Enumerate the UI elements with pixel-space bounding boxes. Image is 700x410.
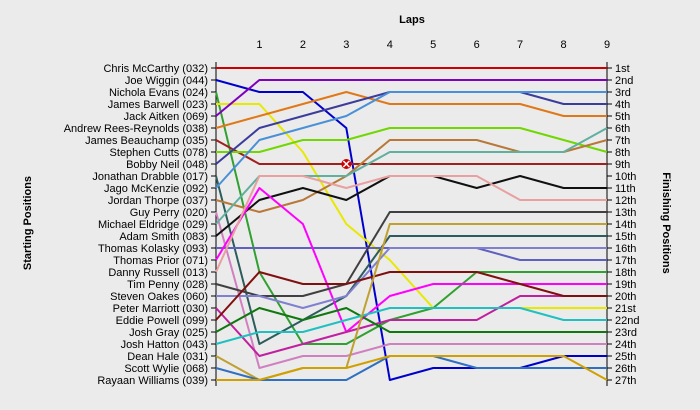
start-position-label: Thomas Kolasky (093) (98, 243, 208, 255)
start-position-label: Rayaan Williams (039) (97, 375, 208, 387)
finish-position-label: 8th (615, 147, 630, 159)
finish-position-label: 26th (615, 363, 636, 375)
lap-tick-label: 1 (256, 39, 262, 51)
start-position-label: Peter Marriott (030) (113, 303, 208, 315)
series-line (216, 127, 608, 153)
finish-position-label: 22nd (615, 315, 639, 327)
series-line (215, 91, 607, 345)
right-axis-title: Finishing Positions (660, 172, 672, 273)
start-position-label: James Barwell (023) (108, 99, 208, 111)
series-line (215, 211, 607, 369)
plot-area: 1 2 3 4 5 6 7 8 9 Chris McCarthy (032)Joe Wiggin … (64, 39, 640, 387)
lap-tick-label: 9 (604, 39, 610, 51)
lap-tick-label: 8 (560, 39, 566, 51)
finish-position-label: 19th (615, 279, 636, 291)
start-position-label: Guy Perry (020) (130, 207, 208, 219)
start-position-label: James Beauchamp (035) (85, 135, 208, 147)
lap-tick-label: 3 (343, 39, 349, 51)
start-position-label: Josh Gray (025) (129, 327, 208, 339)
finish-position-label: 12th (615, 195, 636, 207)
start-position-label: Bobby Neil (048) (126, 159, 208, 171)
series-line (215, 187, 607, 333)
finish-position-label: 23rd (615, 327, 637, 339)
lap-tick-label: 7 (517, 39, 523, 51)
series-line (216, 247, 607, 261)
start-position-label: Jordan Thorpe (037) (108, 195, 208, 207)
series-line (215, 91, 607, 129)
start-position-label: Nichola Evans (024) (109, 87, 208, 99)
finish-position-label: 7th (615, 135, 630, 147)
chart-title: Laps (399, 14, 425, 26)
finish-position-label: 11th (615, 183, 636, 195)
finish-position-label: 15th (615, 231, 636, 243)
finish-position-label: 9th (615, 159, 630, 171)
finish-position-label: 17th (615, 255, 636, 267)
series-line (215, 295, 607, 357)
start-position-label: Adam Smith (083) (119, 231, 208, 243)
lap-tick-label: 2 (300, 39, 306, 51)
lap-tick-label: 4 (387, 39, 393, 51)
finish-position-label: 13th (615, 207, 636, 219)
start-position-label: Steven Oakes (060) (110, 291, 208, 303)
series-line (215, 175, 607, 273)
retirement-marker-cross (342, 160, 350, 168)
series-line (215, 211, 607, 297)
finish-position-label: 6th (615, 123, 630, 135)
left-axis-title: Starting Positions (22, 176, 34, 270)
series-line (215, 139, 607, 165)
start-position-label: Chris McCarthy (032) (103, 63, 208, 75)
series-line (215, 91, 607, 189)
start-position-label: Michael Eldridge (029) (98, 219, 208, 231)
finish-position-label: 21st (615, 303, 636, 315)
finish-position-label: 25th (615, 351, 636, 363)
start-position-label: Jack Aitken (069) (124, 111, 208, 123)
series-line (216, 247, 607, 309)
finish-position-label: 18th (615, 267, 636, 279)
start-position-label: Thomas Prior (071) (113, 255, 208, 267)
finish-position-label: 16th (615, 243, 636, 255)
series-line (216, 355, 608, 381)
start-position-label: Andrew Rees-Reynolds (038) (64, 123, 208, 135)
start-position-label: Jonathan Drabble (017) (92, 171, 208, 183)
finish-position-label: 3rd (615, 87, 631, 99)
finish-position-label: 20th (615, 291, 636, 303)
start-position-label: Jago McKenzie (092) (104, 183, 208, 195)
start-position-label: Scott Wylie (068) (124, 363, 208, 375)
start-position-label: Joe Wiggin (044) (125, 75, 208, 87)
series-line (215, 271, 607, 321)
finish-position-label: 24th (615, 339, 636, 351)
finish-position-label: 14th (615, 219, 636, 231)
series-line (215, 307, 607, 345)
start-position-label: Stephen Cutts (078) (110, 147, 208, 159)
series-line (215, 307, 607, 333)
start-position-label: Josh Hatton (043) (121, 339, 208, 351)
start-position-label: Dean Hale (031) (127, 351, 208, 363)
lap-tick-label: 6 (474, 39, 480, 51)
finish-position-label: 27th (615, 375, 636, 387)
finish-position-label: 5th (615, 111, 630, 123)
finish-position-label: 2nd (615, 75, 633, 87)
series-line (215, 79, 607, 381)
start-position-label: Danny Russell (013) (108, 267, 208, 279)
finish-position-label: 4th (615, 99, 630, 111)
series-line (216, 103, 607, 309)
finish-position-label: 1st (615, 63, 630, 75)
start-position-label: Tim Penny (028) (127, 279, 208, 291)
series-line (215, 175, 607, 237)
finish-position-label: 10th (615, 171, 636, 183)
lap-tick-label: 5 (430, 39, 436, 51)
series-line (215, 79, 607, 117)
start-position-label: Eddie Powell (099) (116, 315, 208, 327)
